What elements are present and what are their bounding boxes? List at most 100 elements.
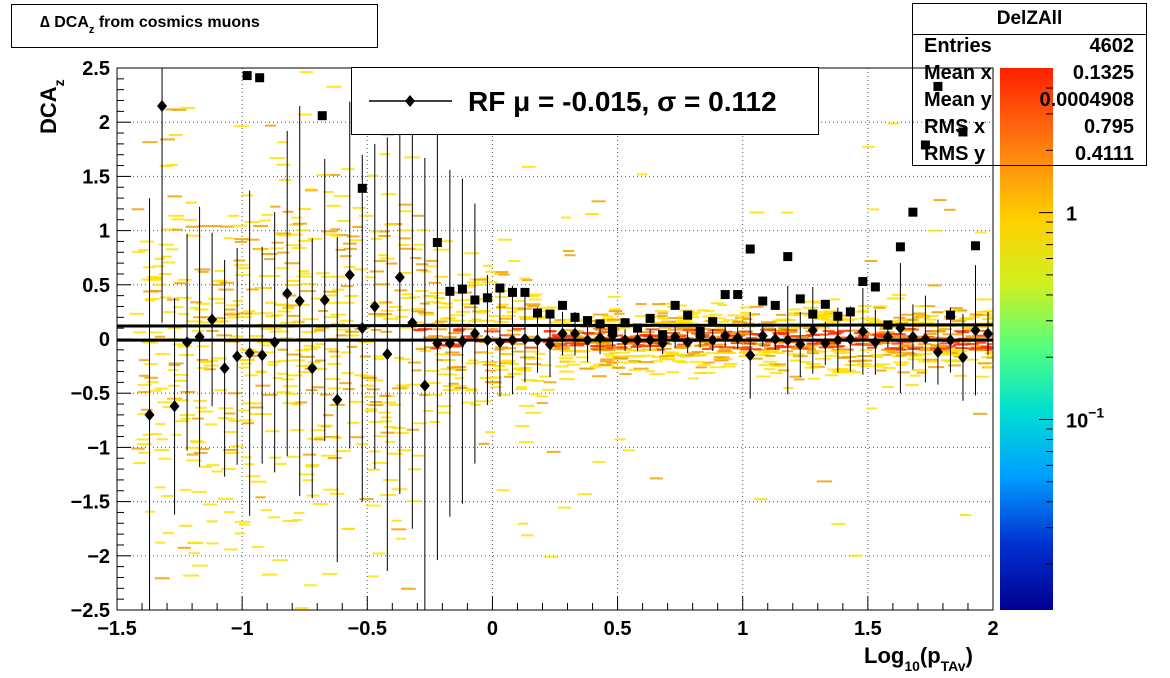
heatmap-cell (375, 283, 391, 286)
heatmap-cell (595, 343, 612, 346)
heatmap-cell (748, 357, 763, 360)
heatmap-cell (560, 354, 576, 357)
heatmap-cell (453, 299, 467, 302)
heatmap-cell (264, 301, 277, 304)
heatmap-cell (404, 156, 420, 159)
heatmap-cell (530, 393, 541, 396)
heatmap-cell (762, 360, 777, 363)
heatmap-cell (738, 355, 752, 358)
heatmap-cell (178, 345, 192, 348)
heatmap-cell (954, 318, 967, 321)
heatmap-cell (460, 303, 473, 306)
heatmap-cell (900, 329, 914, 332)
heatmap-cell (679, 321, 693, 324)
heatmap-cell (602, 349, 616, 352)
heatmap-cell (536, 395, 549, 398)
heatmap-cell (137, 391, 151, 394)
data-point-diamond (895, 322, 906, 335)
heatmap-cell (858, 309, 869, 312)
heatmap-cell (723, 319, 739, 322)
heatmap-cell (952, 333, 964, 336)
heatmap-cell (423, 336, 439, 339)
data-point-diamond (920, 333, 931, 345)
data-point-diamond (232, 350, 243, 363)
data-point-diamond (319, 293, 330, 306)
heatmap-cell (339, 382, 352, 385)
heatmap-cell (836, 370, 853, 373)
heatmap-cell (543, 381, 557, 384)
heatmap-cell (233, 259, 246, 262)
heatmap-cell (275, 267, 289, 270)
stats-value: 0.0004908 (1039, 89, 1134, 111)
heatmap-cell (841, 319, 855, 322)
heatmap-cell (644, 370, 656, 373)
heatmap-cell (776, 318, 792, 321)
heatmap-cell (974, 349, 986, 352)
heatmap-cell (358, 214, 374, 217)
heatmap-cell (990, 336, 993, 339)
heatmap-cell (710, 302, 724, 305)
heatmap-cell (603, 346, 619, 349)
heatmap-cell (473, 278, 488, 281)
heatmap-cell (154, 257, 166, 260)
heatmap-cell (192, 329, 204, 332)
heatmap-cell (717, 356, 730, 359)
heatmap-cell (531, 317, 546, 320)
heatmap-cell (645, 328, 660, 331)
heatmap-cell (971, 326, 988, 329)
heatmap-cell (428, 335, 443, 338)
heatmap-cell (155, 541, 166, 544)
heatmap-cell (717, 350, 731, 353)
heatmap-cell (573, 336, 587, 339)
heatmap-cell (407, 361, 421, 364)
heatmap-cell (370, 237, 382, 240)
heatmap-cell (470, 403, 481, 406)
heatmap-cell (825, 354, 840, 357)
stats-key: RMS y (924, 143, 986, 165)
data-point-diamond (982, 327, 993, 340)
heatmap-cell (291, 403, 302, 406)
heatmap-cell (719, 346, 736, 349)
heatmap-cell (258, 274, 270, 277)
stats-title: DelZAll (913, 4, 1146, 35)
heatmap-cell (178, 278, 192, 281)
heatmap-cell (155, 353, 170, 356)
data-point-square (745, 244, 755, 254)
heatmap-cell (749, 211, 765, 214)
heatmap-cell (481, 281, 498, 284)
heatmap-cell (137, 413, 152, 416)
y-tick-label: −1 (87, 437, 110, 459)
heatmap-cell (453, 328, 466, 331)
heatmap-cell (366, 468, 380, 471)
heatmap-cell (778, 327, 791, 330)
heatmap-cell (297, 270, 310, 273)
data-point-diamond (482, 334, 493, 347)
heatmap-cell (528, 294, 540, 297)
heatmap-cell (310, 346, 321, 349)
heatmap-cell (172, 343, 187, 346)
heatmap-cell (144, 297, 160, 300)
heatmap-cell (808, 350, 822, 353)
heatmap-cell (299, 71, 314, 74)
heatmap-cell (395, 431, 410, 434)
heatmap-cell (178, 312, 190, 315)
y-axis-title-sub: z (51, 79, 67, 87)
heatmap-cell (221, 417, 235, 420)
heatmap-cell (276, 372, 289, 375)
heatmap-cell (401, 293, 414, 296)
heatmap-cell (919, 305, 936, 308)
heatmap-cell (464, 328, 476, 331)
heatmap-cell (276, 232, 292, 235)
heatmap-cell (909, 374, 921, 377)
heatmap-cell (897, 371, 910, 374)
heatmap-cell (896, 322, 909, 325)
heatmap-cell (278, 179, 291, 182)
heatmap-cell (325, 233, 337, 236)
heatmap-cell (714, 317, 726, 320)
heatmap-cell (168, 214, 185, 217)
heatmap-cell (476, 311, 487, 314)
heatmap-cell (206, 520, 218, 523)
heatmap-cell (714, 331, 728, 334)
heatmap-cell (333, 195, 350, 198)
heatmap-cell (467, 281, 481, 284)
